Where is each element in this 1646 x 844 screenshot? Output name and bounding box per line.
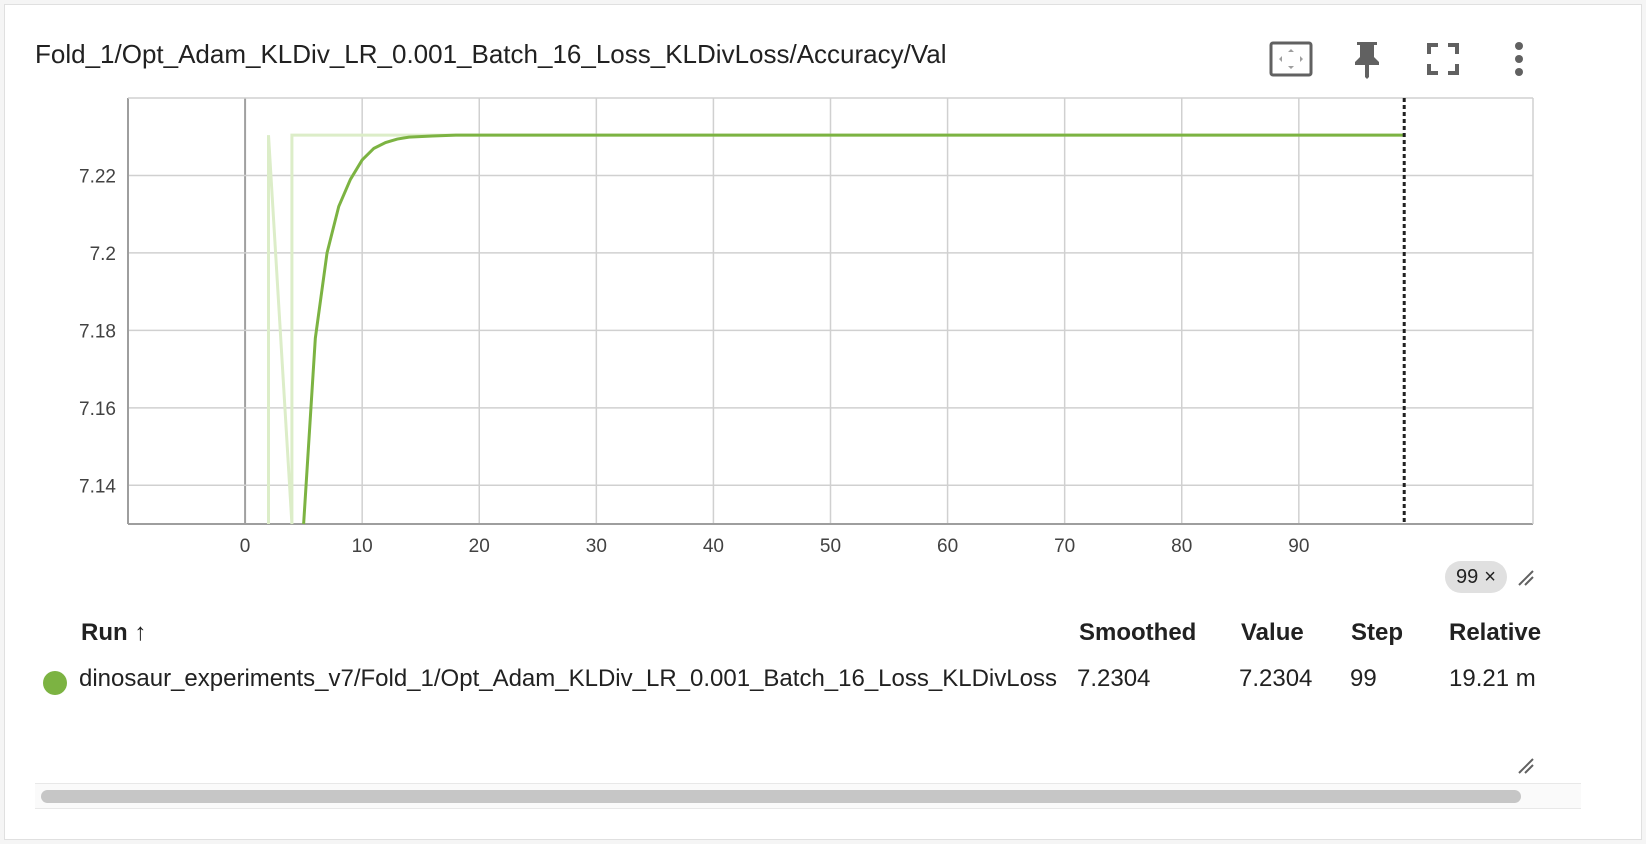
more-options-button[interactable]: [1495, 35, 1543, 83]
close-icon[interactable]: ×: [1484, 565, 1496, 588]
run-table: Run ↑ Smoothed Value Step Relative dinos…: [5, 5, 1615, 725]
x-tick-label: 50: [820, 536, 841, 557]
row-step: 99: [1350, 665, 1377, 692]
y-tick-label: 7.18: [79, 321, 116, 342]
x-tick-label: 80: [1171, 536, 1192, 557]
smoothed-series-line: [302, 133, 1405, 525]
y-tick-label: 7.22: [79, 166, 116, 187]
x-tick-label: 60: [937, 536, 958, 557]
x-tick-label: 70: [1054, 536, 1075, 557]
row-relative: 19.21 m: [1449, 665, 1536, 692]
more-vert-icon: [1515, 42, 1523, 76]
fullscreen-icon: [1427, 43, 1459, 75]
x-tick-label: 10: [352, 536, 373, 557]
row-value: 7.2304: [1239, 665, 1313, 692]
run-color-dot: [43, 671, 67, 695]
y-tick-label: 7.2: [90, 244, 116, 265]
row-run-name: dinosaur_experiments_v7/Fold_1/Opt_Adam_…: [79, 665, 1057, 692]
header-run[interactable]: Run ↑: [81, 619, 147, 646]
y-tick-label: 7.16: [79, 399, 116, 420]
y-tick-label: 7.14: [79, 476, 116, 497]
header-step[interactable]: Step: [1351, 619, 1404, 646]
step-marker-badge[interactable]: 99 ×: [1445, 561, 1507, 593]
x-tick-label: 40: [703, 536, 724, 557]
fit-domain-icon: [1269, 41, 1313, 77]
horizontal-scrollbar[interactable]: [35, 783, 1581, 809]
header-relative[interactable]: Relative: [1449, 619, 1542, 646]
header-value[interactable]: Value: [1241, 619, 1304, 646]
card-title: Fold_1/Opt_Adam_KLDiv_LR_0.001_Batch_16_…: [35, 39, 947, 69]
x-tick-label: 20: [469, 536, 490, 557]
fit-domain-button[interactable]: [1267, 35, 1315, 83]
pin-button[interactable]: [1343, 35, 1391, 83]
x-tick-label: 30: [586, 536, 607, 557]
x-tick-label: 0: [240, 536, 251, 557]
resize-table-icon[interactable]: [1515, 755, 1535, 775]
scalar-card: Fold_1/Opt_Adam_KLDiv_LR_0.001_Batch_16_…: [4, 4, 1642, 840]
row-smoothed: 7.2304: [1077, 665, 1151, 692]
header-smoothed[interactable]: Smoothed: [1079, 619, 1197, 646]
line-chart[interactable]: 0 10 20 30 40 50 60 70 80 90 7.14 7.16 7.18 7.2 7.22: [5, 5, 1641, 605]
pin-icon: [1355, 42, 1379, 79]
resize-chart-icon[interactable]: [1515, 567, 1535, 587]
fullscreen-button[interactable]: [1419, 35, 1467, 83]
scrollbar-thumb[interactable]: [41, 790, 1521, 803]
x-tick-label: 90: [1288, 536, 1309, 557]
step-marker-label: 99: [1456, 565, 1479, 588]
